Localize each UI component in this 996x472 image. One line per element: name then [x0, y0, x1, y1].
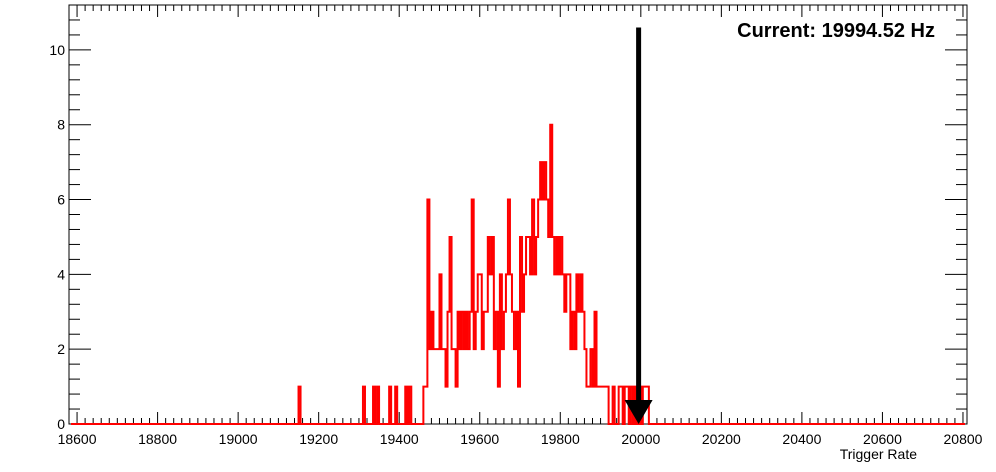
x-tick-label: 18800	[138, 431, 177, 447]
histogram-series	[71, 123, 965, 425]
x-tick-label: 20400	[782, 431, 821, 447]
x-tick-label: 20800	[944, 431, 983, 447]
x-tick-label: 19800	[541, 431, 580, 447]
x-tick-label: 19000	[219, 431, 258, 447]
y-tick-label: 0	[57, 416, 65, 432]
y-tick-label: 10	[49, 42, 65, 58]
current-rate-label: Current: 19994.52 Hz	[737, 20, 935, 42]
x-tick-label: 19400	[380, 431, 419, 447]
y-tick-label: 4	[57, 266, 65, 282]
x-tick-label: 19200	[299, 431, 338, 447]
x-axis: 18600 18800 19000 19200 19400 19600 19800 20000…	[58, 5, 983, 447]
x-tick-label: 20000	[621, 431, 660, 447]
y-tick-label: 8	[57, 117, 65, 133]
y-tick-label: 6	[57, 192, 65, 208]
x-tick-label: 20600	[863, 431, 902, 447]
x-axis-title: Trigger Rate	[840, 446, 918, 462]
x-tick-label: 18600	[58, 431, 97, 447]
x-tick-label: 19600	[460, 431, 499, 447]
y-tick-label: 2	[57, 341, 65, 357]
current-rate-arrow-icon	[624, 400, 653, 424]
x-tick-label: 20200	[702, 431, 741, 447]
